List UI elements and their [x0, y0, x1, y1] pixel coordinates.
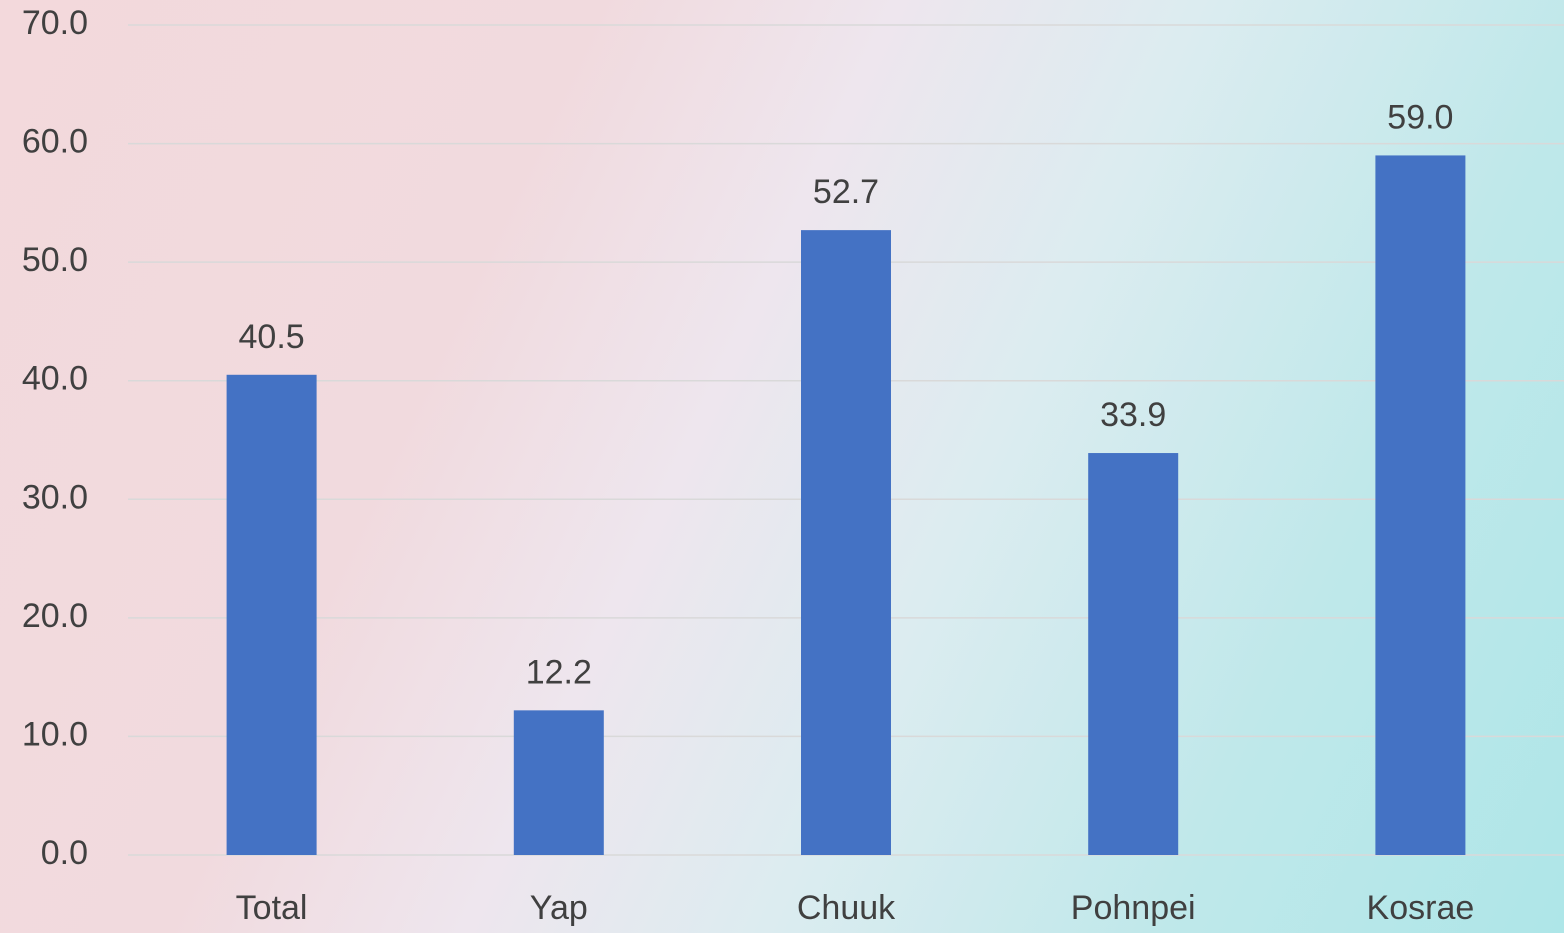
x-tick-label: Chuuk — [797, 889, 896, 927]
bar — [513, 710, 604, 855]
y-tick-label: 70.0 — [22, 4, 88, 42]
x-tick-label: Total — [236, 889, 308, 927]
bar — [801, 230, 891, 856]
data-label: 40.5 — [239, 318, 305, 356]
data-label: 12.2 — [526, 653, 592, 691]
x-tick-label: Yap — [530, 889, 588, 927]
y-tick-label: 0.0 — [41, 834, 88, 872]
data-label: 52.7 — [813, 173, 879, 211]
y-tick-label: 40.0 — [22, 360, 88, 398]
x-tick-label: Kosrae — [1367, 889, 1475, 927]
y-tick-label: 20.0 — [22, 597, 88, 635]
y-tick-label: 10.0 — [22, 715, 88, 753]
y-tick-label: 50.0 — [22, 241, 88, 279]
y-tick-label: 30.0 — [22, 478, 88, 516]
bar — [226, 374, 317, 855]
data-label: 59.0 — [1387, 98, 1453, 136]
y-tick-label: 60.0 — [22, 123, 88, 161]
data-label: 33.9 — [1100, 396, 1166, 434]
x-tick-label: Pohnpei — [1071, 889, 1196, 927]
bar — [1375, 155, 1466, 855]
bar — [1088, 453, 1179, 855]
